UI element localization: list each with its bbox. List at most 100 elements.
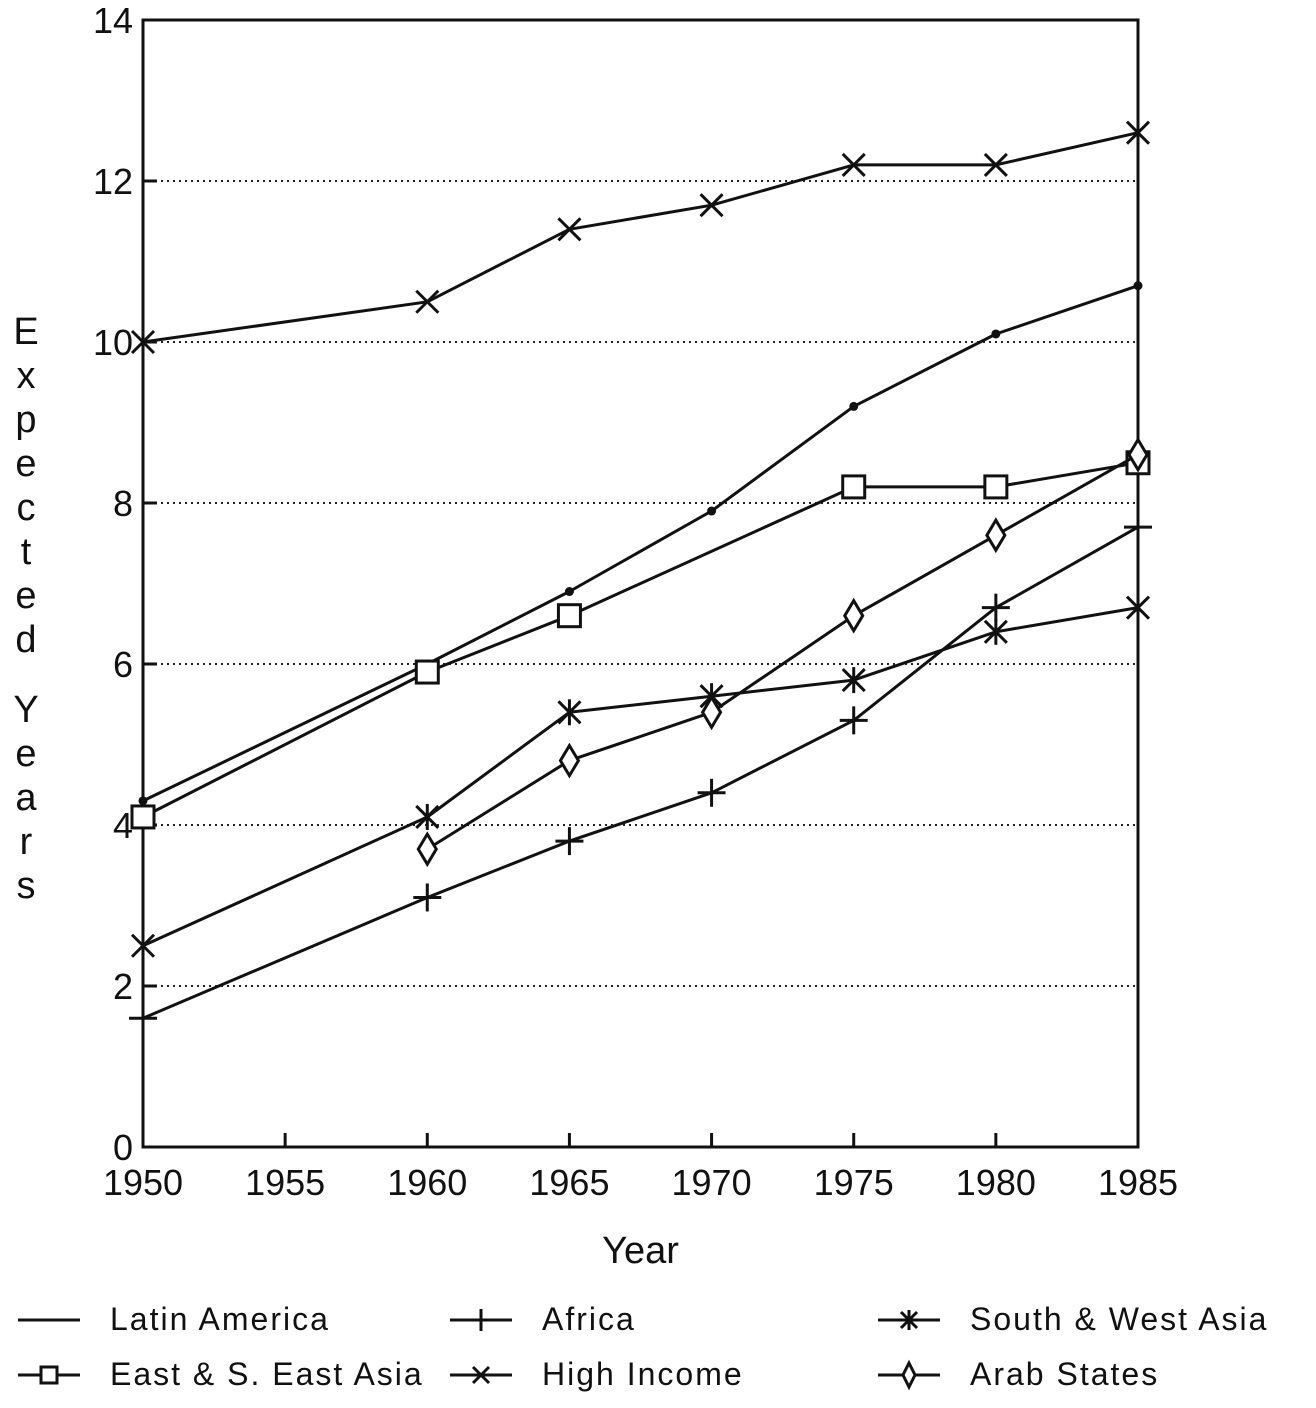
data-point: [1125, 120, 1151, 145]
y-tick-label: 6: [113, 644, 133, 685]
plot-frame: [141, 18, 1140, 1149]
x-marker-stroke: [415, 289, 440, 314]
legend-item: Africa: [450, 1301, 636, 1337]
y-tick-label: 10: [93, 322, 133, 363]
data-point: [557, 699, 582, 726]
x-marker-stroke: [983, 152, 1008, 177]
y-tick-label: 8: [113, 483, 133, 524]
x-tick-label: 1965: [529, 1162, 609, 1203]
y-axis-title-letter: p: [15, 399, 36, 441]
series-africa: [129, 513, 1152, 1033]
data-point: [985, 517, 1007, 554]
y-tick-label: 12: [93, 161, 133, 202]
x-tick-label: 1980: [956, 1162, 1036, 1203]
series-line: [142, 525, 1139, 1020]
x-tick-label: 1975: [814, 1162, 894, 1203]
x-marker-stroke: [557, 217, 582, 242]
data-point: [415, 289, 440, 314]
y-tick-label: 0: [113, 1127, 133, 1168]
y-axis-title-letter: a: [15, 777, 37, 819]
data-point: [697, 778, 726, 807]
data-point: [1124, 513, 1152, 542]
legend-label: South & West Asia: [970, 1301, 1268, 1337]
y-axis-title-letter: c: [17, 487, 36, 529]
gridlines: [143, 180, 1138, 987]
y-axis-title-letter: e: [15, 443, 36, 485]
x-tick-label: 1985: [1098, 1162, 1178, 1203]
data-point: [130, 329, 156, 355]
y-axis-title-letter: t: [21, 531, 32, 573]
plus-marker: [470, 1309, 492, 1331]
y-tick-label: 14: [93, 0, 133, 41]
data-point: [414, 659, 440, 685]
data-point: [849, 401, 859, 411]
x-axis-title: Year: [602, 1230, 679, 1272]
data-point: [555, 827, 584, 856]
data-point: [564, 587, 574, 597]
diamond-marker: [901, 1359, 917, 1391]
data-point: [1125, 594, 1151, 621]
data-point: [707, 506, 717, 516]
legend: Latin America Africa South & West Asia East…: [18, 1301, 1268, 1392]
data-point: [699, 193, 724, 218]
y-axis-title-letter: x: [17, 355, 36, 397]
y-tick-label: 2: [113, 966, 133, 1007]
series-line: [426, 453, 1139, 851]
data-point: [557, 217, 582, 242]
y-axis-title-letter: s: [17, 865, 36, 907]
data-point: [416, 831, 439, 868]
series-south-and-west-asia: [130, 594, 1151, 959]
x-marker-stroke: [471, 1365, 491, 1385]
series-line: [142, 606, 1139, 948]
data-point: [129, 1004, 157, 1033]
data-point: [700, 694, 723, 731]
y-axis-title-letter: r: [20, 821, 33, 863]
series-high-income: [130, 120, 1151, 355]
x-marker-stroke: [699, 193, 724, 218]
y-axis-title-letter: e: [15, 733, 36, 775]
data-point: [130, 932, 156, 959]
y-axis-title-letter: E: [13, 311, 38, 353]
legend-label: Africa: [542, 1301, 636, 1337]
series-lines: [129, 120, 1152, 1033]
data-point: [841, 152, 866, 177]
data-point: [130, 804, 156, 830]
data-point: [983, 152, 1008, 177]
data-point: [983, 618, 1008, 645]
legend-item: East & S. East Asia: [18, 1356, 424, 1392]
x-tick-label: 1955: [245, 1162, 325, 1203]
data-point: [839, 706, 868, 735]
data-point: [991, 329, 1001, 339]
x-tick-label: 1960: [387, 1162, 467, 1203]
y-axis-title-letter: Y: [13, 689, 38, 731]
series-line: [142, 131, 1139, 344]
legend-label: East & S. East Asia: [110, 1356, 424, 1392]
y-tick-label: 4: [113, 805, 133, 846]
x-tick-label: 1970: [672, 1162, 752, 1203]
axis-ticks: 0 2 4 6 8 10 12 14 1950 1955 1960 1965 1970 1975 1980 1…: [93, 0, 1178, 1203]
data-point: [138, 796, 148, 806]
y-axis-title-letter: e: [15, 575, 36, 617]
data-point: [556, 603, 582, 629]
data-point: [1133, 281, 1143, 291]
legend-item: South & West Asia: [878, 1301, 1268, 1337]
data-point: [983, 474, 1009, 500]
legend-item: High Income: [450, 1356, 744, 1392]
legend-label: Latin America: [110, 1301, 330, 1337]
y-axis-title-letter: d: [15, 619, 36, 661]
data-point: [841, 667, 866, 694]
series-line: [142, 461, 1139, 819]
legend-label: High Income: [542, 1356, 744, 1392]
data-point: [842, 597, 865, 634]
data-point: [841, 474, 867, 500]
data-point: [1127, 436, 1149, 473]
x-marker: [471, 1365, 491, 1385]
star-marker: [899, 1310, 919, 1330]
square-marker: [39, 1365, 59, 1385]
x-marker-stroke: [130, 329, 156, 355]
legend-label: Arab States: [970, 1356, 1159, 1392]
legend-item: Latin America: [18, 1301, 330, 1337]
x-marker-stroke: [841, 152, 866, 177]
